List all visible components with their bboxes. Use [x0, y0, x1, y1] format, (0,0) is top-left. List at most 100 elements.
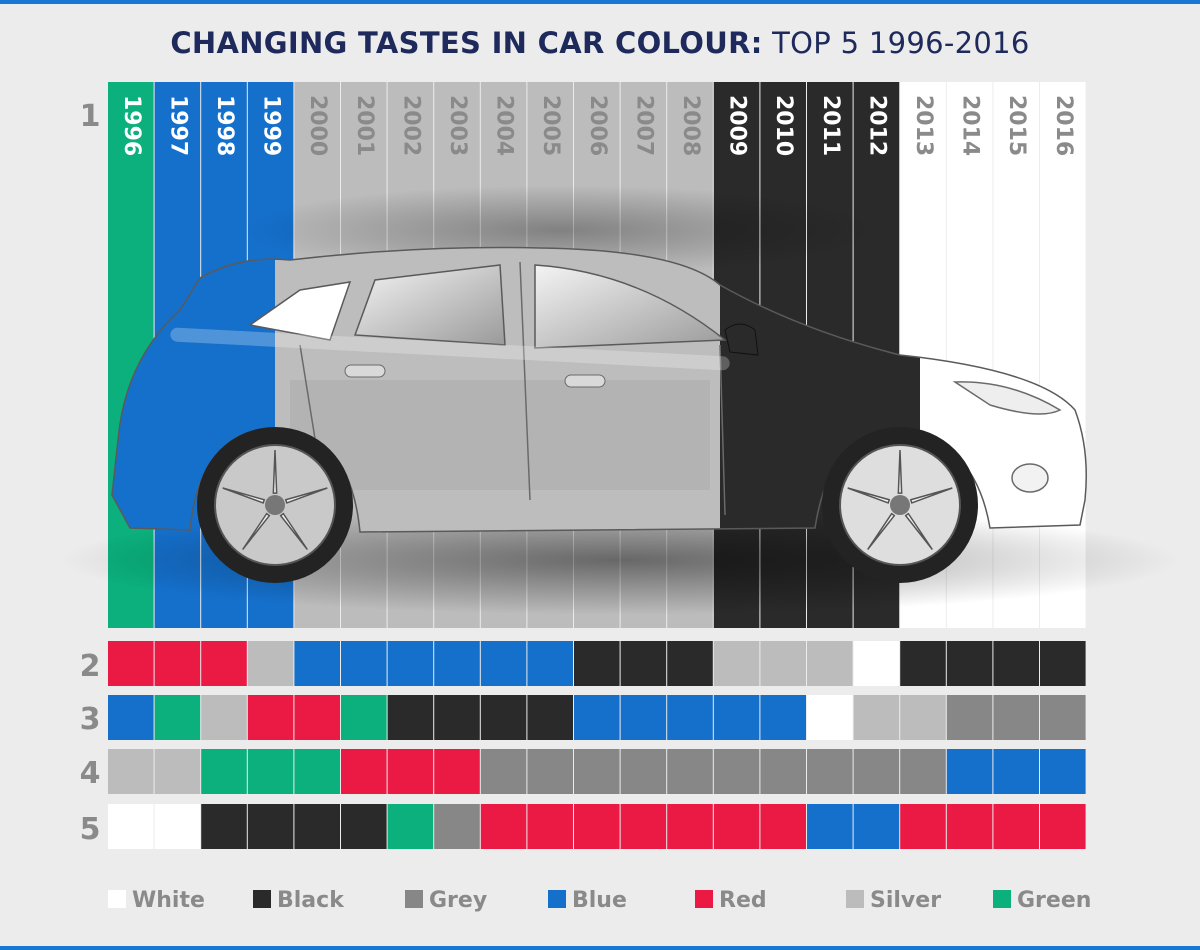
car-mirror: [724, 323, 759, 356]
rank-3-cell-2012: [853, 695, 900, 740]
car-door-handle-front: [344, 364, 386, 378]
rank-3-cell-2005: [527, 695, 573, 740]
rank-4-cell-2010: [760, 749, 806, 794]
legend-swatch-silver: [846, 890, 864, 908]
rank-3-cell-2007: [620, 695, 667, 740]
year-label-2007: 2007: [631, 95, 656, 156]
rank-5-cell-2013: [900, 804, 946, 849]
rank-3-cell-2003: [434, 695, 480, 740]
rank-4-cell-1996: [108, 749, 154, 794]
year-label-2013: 2013: [911, 95, 936, 156]
rank-2-cell-1998: [201, 641, 247, 686]
rank-2-cell-1997: [154, 641, 201, 686]
car-front-wheel: [822, 427, 978, 583]
legend-label-blue: Blue: [572, 888, 627, 913]
rank-2-cell-2010: [760, 641, 806, 686]
rank-5-cell-2005: [527, 804, 573, 849]
rank-3-cell-1996: [108, 695, 154, 740]
legend-swatch-red: [695, 890, 713, 908]
rank-4-cell-2005: [527, 749, 573, 794]
rank-3-cell-2010: [760, 695, 806, 740]
rank-5-cell-2000: [294, 804, 340, 849]
rank-2-cell-2004: [480, 641, 527, 686]
rank-4-cell-2016: [1040, 749, 1086, 794]
car-foglight: [1011, 463, 1049, 493]
year-label-1999: 1999: [259, 95, 284, 156]
rank-5-cell-2011: [807, 804, 853, 849]
car-rear-wheel: [197, 427, 353, 583]
legend-swatch-black: [253, 890, 271, 908]
rank-3-cell-2008: [667, 695, 713, 740]
year-label-1998: 1998: [212, 95, 237, 156]
rank-label-2: 2: [80, 649, 101, 684]
year-label-2014: 2014: [958, 95, 983, 156]
year-label-2008: 2008: [678, 95, 703, 156]
bottom-rule: [0, 946, 1200, 950]
rank-4-cell-2000: [294, 749, 340, 794]
rank-4-cell-2001: [341, 749, 387, 794]
year-label-2001: 2001: [352, 95, 377, 156]
rank-5-cell-2001: [341, 804, 387, 849]
rank-4-cell-2004: [480, 749, 527, 794]
legend: White Black Grey Blue Red Silver Green: [108, 888, 1091, 913]
rank-5-cell-2015: [993, 804, 1039, 849]
rank-5-cell-1996: [108, 804, 154, 849]
rank-5-cell-2006: [574, 804, 620, 849]
rank-2-cell-2012: [853, 641, 900, 686]
rank-2-cell-2006: [574, 641, 620, 686]
year-label-2012: 2012: [864, 95, 889, 156]
rank-2-cell-2003: [434, 641, 480, 686]
rank-3-cell-1999: [247, 695, 294, 740]
rank-labels: 1 2 3 4 5: [80, 99, 101, 847]
year-label-2006: 2006: [585, 95, 610, 156]
rank-2-cell-2007: [620, 641, 667, 686]
chart-title: CHANGING TASTES IN CAR COLOUR: TOP 5 199…: [0, 26, 1200, 60]
rank-3-cell-2014: [946, 695, 993, 740]
rank-3-cell-2013: [900, 695, 946, 740]
rank-2-cell-2016: [1040, 641, 1086, 686]
rank-5-cell-2008: [667, 804, 713, 849]
rank-label-1: 1: [80, 99, 101, 134]
rank-4-cell-2003: [434, 749, 480, 794]
rank-2-cell-2011: [807, 641, 853, 686]
rank-4-cell-1999: [247, 749, 294, 794]
car-rear-side-window: [534, 264, 728, 349]
title-light: TOP 5 1996-2016: [772, 26, 1030, 60]
year-label-1997: 1997: [165, 95, 190, 156]
rank-label-3: 3: [80, 702, 101, 737]
rank-3-cell-1997: [154, 695, 201, 740]
rank-4-cell-2012: [853, 749, 900, 794]
rank-5-cell-1999: [247, 804, 294, 849]
rank-3-cell-2016: [1040, 695, 1086, 740]
rank-2-cell-2013: [900, 641, 946, 686]
year-label-2016: 2016: [1051, 95, 1076, 156]
rank-2-5-grid: [108, 641, 1086, 849]
rank-4-cell-1997: [154, 749, 201, 794]
car-door-handle-rear: [564, 374, 606, 388]
year-label-2000: 2000: [305, 95, 330, 156]
rank-2-cell-1996: [108, 641, 154, 686]
rank-3-cell-2015: [993, 695, 1039, 740]
year-label-2009: 2009: [725, 95, 750, 156]
car-illustration: [60, 185, 1180, 615]
rank-label-4: 4: [80, 756, 101, 791]
legend-label-white: White: [132, 888, 205, 913]
rank-5-cell-2012: [853, 804, 900, 849]
rank-3-cell-1998: [201, 695, 247, 740]
rank-2-cell-2015: [993, 641, 1039, 686]
rank-5-cell-2009: [713, 804, 760, 849]
year-label-2002: 2002: [398, 95, 423, 156]
rank-3-cell-2011: [807, 695, 853, 740]
legend-label-grey: Grey: [429, 888, 487, 913]
rank-4-cell-2002: [387, 749, 434, 794]
rank-2-cell-2014: [946, 641, 993, 686]
title-bold: CHANGING TASTES IN CAR COLOUR:: [170, 26, 763, 60]
year-label-2015: 2015: [1004, 95, 1029, 156]
rank-5-cell-2002: [387, 804, 434, 849]
rank-5-cell-1997: [154, 804, 201, 849]
rank-2-cell-2002: [387, 641, 434, 686]
rank-2-cell-2001: [341, 641, 387, 686]
rank-3-cell-2004: [480, 695, 527, 740]
rank-3-cell-2000: [294, 695, 340, 740]
rank-5-cell-2016: [1040, 804, 1086, 849]
